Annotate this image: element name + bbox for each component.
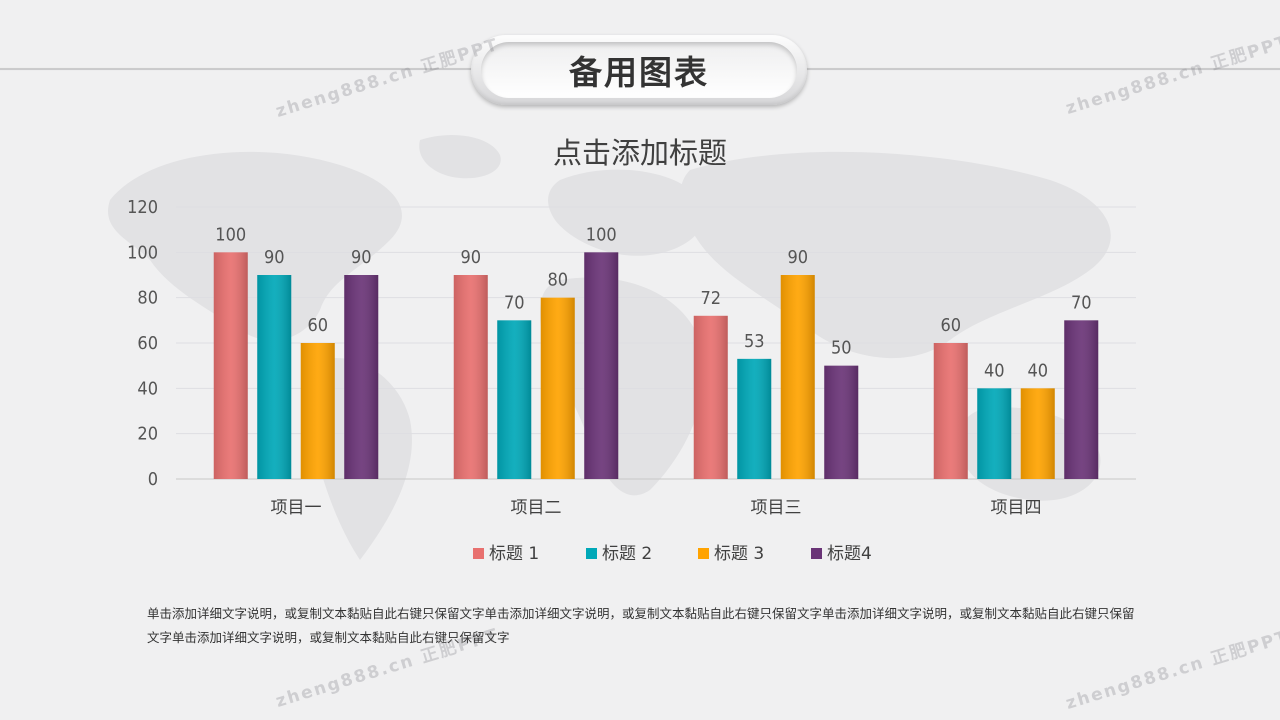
bar-shading	[693, 315, 728, 479]
data-label: 90	[460, 247, 481, 268]
bar-shading	[977, 388, 1012, 479]
data-label: 90	[787, 247, 808, 268]
bar-shading	[453, 275, 488, 479]
data-label: 60	[940, 315, 961, 336]
x-tick-label: 项目二	[511, 498, 562, 518]
y-tick-label: 20	[137, 424, 158, 445]
data-label: 40	[984, 360, 1005, 381]
legend-swatch	[698, 548, 709, 559]
bar-shading	[540, 297, 575, 479]
legend-swatch	[586, 548, 597, 559]
page-title: 备用图表	[569, 53, 709, 92]
bar-shading	[257, 275, 292, 479]
bar-chart: 点击添加标题 0 20 40 60 80 100 120 100 90 60 90 项目一 90 70 8…	[127, 136, 1136, 564]
data-label: 100	[215, 224, 246, 245]
x-tick-label: 项目三	[751, 498, 802, 518]
x-tick-label: 项目一	[271, 498, 322, 518]
y-tick-label: 80	[137, 288, 158, 309]
bar-shading	[344, 275, 379, 479]
legend-swatch	[811, 548, 822, 559]
y-tick-label: 100	[127, 242, 158, 263]
y-tick-label: 60	[137, 333, 158, 354]
legend-label: 标题 2	[602, 544, 652, 564]
data-label: 60	[307, 315, 328, 336]
legend-label: 标题 3	[714, 544, 764, 564]
bar-shading	[497, 320, 532, 479]
bar-shading	[213, 252, 248, 479]
data-label: 50	[831, 338, 852, 359]
bar-shading	[584, 252, 619, 479]
data-label: 90	[264, 247, 285, 268]
bar-shading	[1064, 320, 1099, 479]
data-label: 70	[504, 292, 525, 313]
world-map-background	[108, 135, 1111, 560]
data-label: 72	[700, 288, 721, 309]
bar-shading	[737, 358, 772, 479]
bar-shading	[780, 275, 815, 479]
legend-label: 标题 1	[489, 544, 539, 564]
bar-shading	[824, 365, 859, 479]
legend-label: 标题4	[827, 544, 872, 564]
y-tick-label: 0	[148, 469, 158, 490]
bar-shading	[1020, 388, 1055, 479]
y-tick-label: 40	[137, 378, 158, 399]
data-label: 90	[351, 247, 372, 268]
title-pill-inner: 备用图表	[481, 42, 797, 98]
data-label: 70	[1071, 292, 1092, 313]
chart-title: 点击添加标题	[553, 136, 727, 170]
data-label: 80	[547, 270, 568, 291]
bar-shading	[300, 343, 335, 479]
y-tick-label: 120	[127, 197, 158, 218]
legend-swatch	[473, 548, 484, 559]
title-pill: 备用图表	[471, 35, 807, 105]
x-tick-label: 项目四	[991, 498, 1042, 518]
data-label: 40	[1027, 360, 1048, 381]
description-text: 单击添加详细文字说明，或复制文本黏贴自此右键只保留文字单击添加详细文字说明，或复…	[147, 606, 1135, 645]
data-label: 100	[586, 224, 617, 245]
bar-shading	[933, 343, 968, 479]
data-label: 53	[744, 331, 765, 352]
